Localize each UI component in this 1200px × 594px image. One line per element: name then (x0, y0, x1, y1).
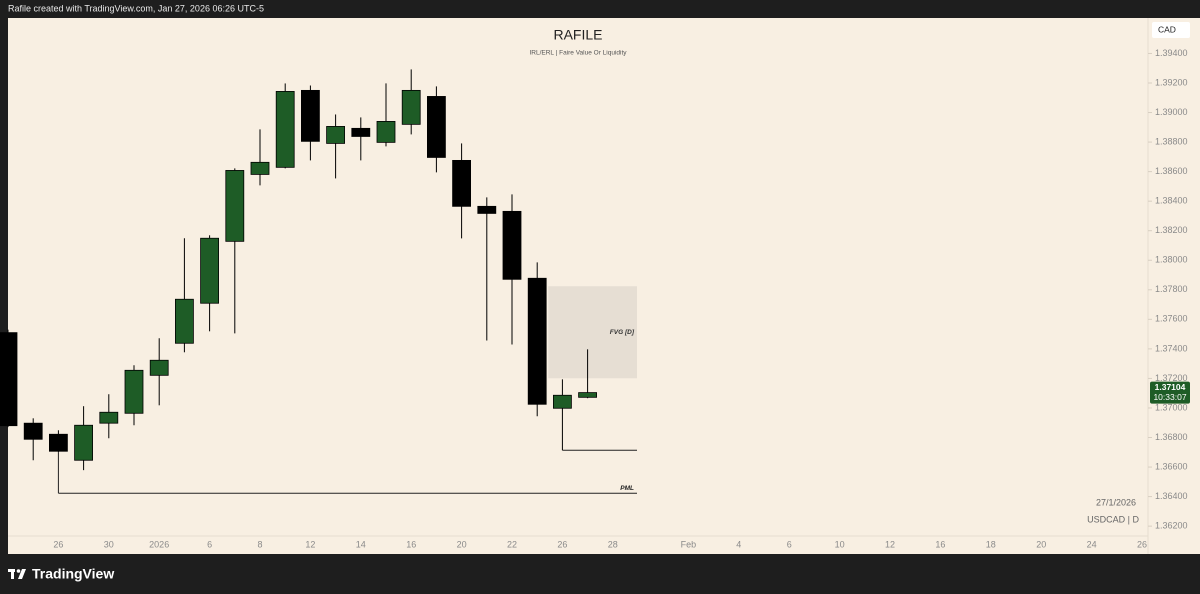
candle-body (300, 89, 320, 142)
y-tick-label: 1.39000 (1155, 107, 1188, 117)
candle-body (376, 121, 396, 143)
candle-body (250, 161, 270, 175)
x-tick-label: 10 (835, 539, 845, 549)
x-tick-label: 24 (1087, 539, 1097, 549)
footer-bar (0, 554, 1200, 594)
candle-body (200, 237, 220, 304)
y-tick-label: 1.37000 (1155, 402, 1188, 412)
x-tick-label: 6 (207, 539, 212, 549)
y-tick-label: 1.38200 (1155, 225, 1188, 235)
date-label: 27/1/2026 (1096, 497, 1136, 507)
x-tick-label: 14 (356, 539, 366, 549)
x-tick-label: 26 (53, 539, 63, 549)
x-tick-label: 22 (507, 539, 517, 549)
candle-body (426, 96, 446, 158)
candle-body (0, 332, 18, 427)
y-tick-label: 1.39200 (1155, 77, 1188, 87)
candle-body (401, 89, 421, 125)
y-tick-label: 1.37800 (1155, 284, 1188, 294)
y-tick-label: 1.38000 (1155, 255, 1188, 265)
header-text: Rafile created with TradingView.com, Jan… (8, 3, 264, 13)
y-tick-label: 1.37400 (1155, 343, 1188, 353)
candle-body (553, 394, 572, 409)
last-price-tag (1150, 381, 1190, 404)
x-tick-label: 8 (257, 539, 262, 549)
symbol-label: USDCAD | D (1087, 514, 1139, 524)
y-tick-label: 1.36400 (1155, 491, 1188, 501)
x-tick-label: 26 (1137, 539, 1147, 549)
chart-title: RAFILE (553, 27, 602, 43)
candle-body (502, 210, 522, 280)
candle-body (477, 205, 497, 214)
currency-box (1152, 22, 1190, 38)
candle-body (23, 422, 43, 440)
x-tick-label: 20 (1036, 539, 1046, 549)
y-tick-label: 1.38600 (1155, 166, 1188, 176)
candle-body (124, 369, 144, 414)
candle-body (326, 126, 346, 144)
candle-body (452, 159, 472, 207)
y-tick-label: 1.38400 (1155, 196, 1188, 206)
x-tick-label: 6 (787, 539, 792, 549)
logo-shape (18, 569, 26, 579)
y-tick-label: 1.38800 (1155, 136, 1188, 146)
x-tick-label: 16 (935, 539, 945, 549)
candle-body (578, 392, 597, 398)
x-tick-label: 30 (104, 539, 114, 549)
pml-label: PML (620, 485, 634, 492)
header-bar (0, 0, 1200, 18)
fvg-label: FVG [D] (610, 329, 635, 336)
candle-body (527, 277, 547, 405)
y-tick-label: 1.36600 (1155, 461, 1188, 471)
x-tick-label: 18 (986, 539, 996, 549)
chart-subtitle: IRL/ERL | Faire Value Or Liquidity (529, 50, 627, 57)
chart-background (8, 18, 1200, 554)
x-tick-label: 2026 (149, 539, 169, 549)
candle-body (351, 127, 371, 137)
logo-shape (11, 569, 14, 579)
candle-body (74, 424, 93, 461)
y-tick-label: 1.37600 (1155, 314, 1188, 324)
currency-label: CAD (1158, 24, 1176, 34)
candle-body (49, 433, 68, 452)
x-tick-label: 4 (736, 539, 741, 549)
candle-body (275, 91, 295, 168)
candle-body (174, 298, 194, 344)
candle-body (225, 170, 245, 242)
footer-logo (8, 569, 26, 579)
fvg-zone (548, 286, 637, 379)
last-price-label: 1.37104 (1155, 382, 1186, 392)
candle-body (99, 411, 119, 424)
x-tick-label: 12 (885, 539, 895, 549)
y-tick-label: 1.36200 (1155, 521, 1188, 531)
x-tick-label: 26 (557, 539, 567, 549)
logo-shape (16, 569, 21, 573)
x-tick-label: 16 (406, 539, 416, 549)
footer-text: TradingView (32, 566, 114, 582)
x-tick-label: 20 (457, 539, 467, 549)
y-tick-label: 1.36800 (1155, 432, 1188, 442)
countdown-label: 10:33:07 (1153, 392, 1186, 402)
y-tick-label: 1.37200 (1155, 373, 1188, 383)
x-tick-label: 12 (305, 539, 315, 549)
candle-body (149, 359, 169, 376)
x-tick-label: Feb (681, 539, 697, 549)
y-tick-label: 1.39400 (1155, 48, 1188, 58)
x-tick-label: 28 (608, 539, 618, 549)
